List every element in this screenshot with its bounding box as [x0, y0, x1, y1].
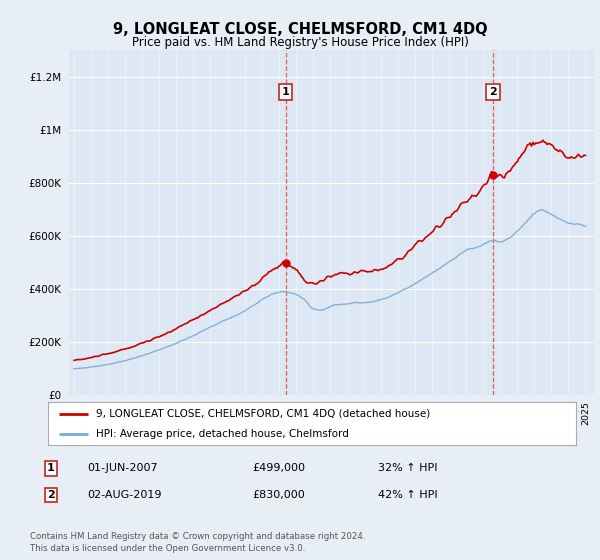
Text: 42% ↑ HPI: 42% ↑ HPI [378, 490, 437, 500]
Text: 32% ↑ HPI: 32% ↑ HPI [378, 463, 437, 473]
Text: 1: 1 [282, 87, 290, 97]
Text: Price paid vs. HM Land Registry's House Price Index (HPI): Price paid vs. HM Land Registry's House … [131, 36, 469, 49]
Text: 02-AUG-2019: 02-AUG-2019 [87, 490, 161, 500]
Text: 2: 2 [489, 87, 497, 97]
Text: £499,000: £499,000 [252, 463, 305, 473]
Text: HPI: Average price, detached house, Chelmsford: HPI: Average price, detached house, Chel… [95, 428, 349, 438]
Text: 01-JUN-2007: 01-JUN-2007 [87, 463, 158, 473]
Text: 9, LONGLEAT CLOSE, CHELMSFORD, CM1 4DQ (detached house): 9, LONGLEAT CLOSE, CHELMSFORD, CM1 4DQ (… [95, 409, 430, 419]
Text: 1: 1 [47, 463, 55, 473]
Text: 9, LONGLEAT CLOSE, CHELMSFORD, CM1 4DQ: 9, LONGLEAT CLOSE, CHELMSFORD, CM1 4DQ [113, 22, 487, 38]
Text: £830,000: £830,000 [252, 490, 305, 500]
Text: 2: 2 [47, 490, 55, 500]
Text: Contains HM Land Registry data © Crown copyright and database right 2024.
This d: Contains HM Land Registry data © Crown c… [30, 533, 365, 553]
